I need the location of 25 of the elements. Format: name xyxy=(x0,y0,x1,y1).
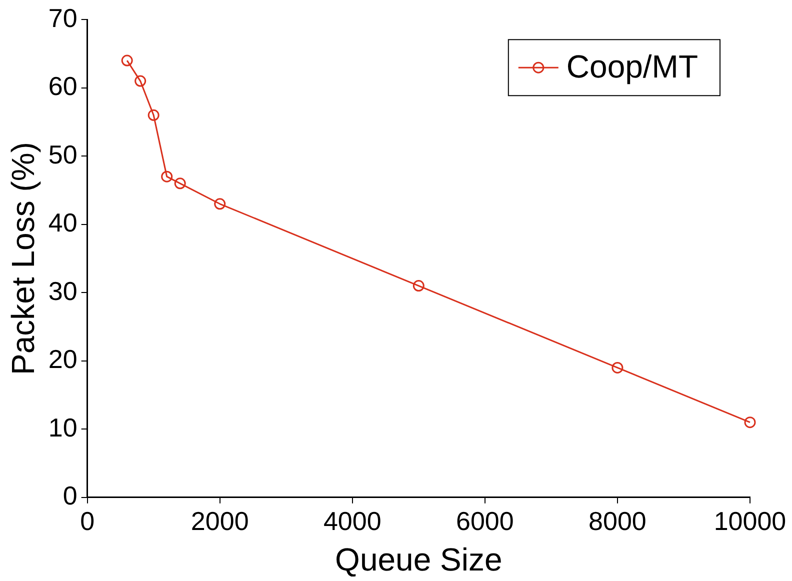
point xyxy=(214,198,226,210)
x-tick-label: 10000 xyxy=(714,506,786,536)
y-tick-label: 40 xyxy=(48,208,78,238)
y-axis-title: Packet Loss (%) xyxy=(5,142,42,375)
y-tick-label: 60 xyxy=(48,71,78,102)
point xyxy=(134,75,146,87)
y-tick-label: 50 xyxy=(48,139,78,170)
point xyxy=(174,178,186,190)
point xyxy=(148,109,160,121)
x-tick-label: 4000 xyxy=(323,506,382,536)
x-axis-title: Queue Size xyxy=(335,542,502,578)
point xyxy=(744,416,756,428)
y-tick-label: 70 xyxy=(48,2,78,33)
x-tick-label: 2000 xyxy=(190,506,249,536)
y-tick-label: 10 xyxy=(48,412,78,442)
point xyxy=(612,362,624,374)
legend-label: Coop/MT xyxy=(566,48,698,84)
point xyxy=(412,280,424,292)
y-tick-label: 0 xyxy=(62,480,78,511)
point xyxy=(161,170,173,182)
point xyxy=(121,54,133,66)
x-tick-label: 8000 xyxy=(588,506,646,536)
y-tick-label: 20 xyxy=(48,344,78,374)
y-tick-label: 30 xyxy=(48,276,78,306)
x-tick-label: 6000 xyxy=(456,506,514,536)
